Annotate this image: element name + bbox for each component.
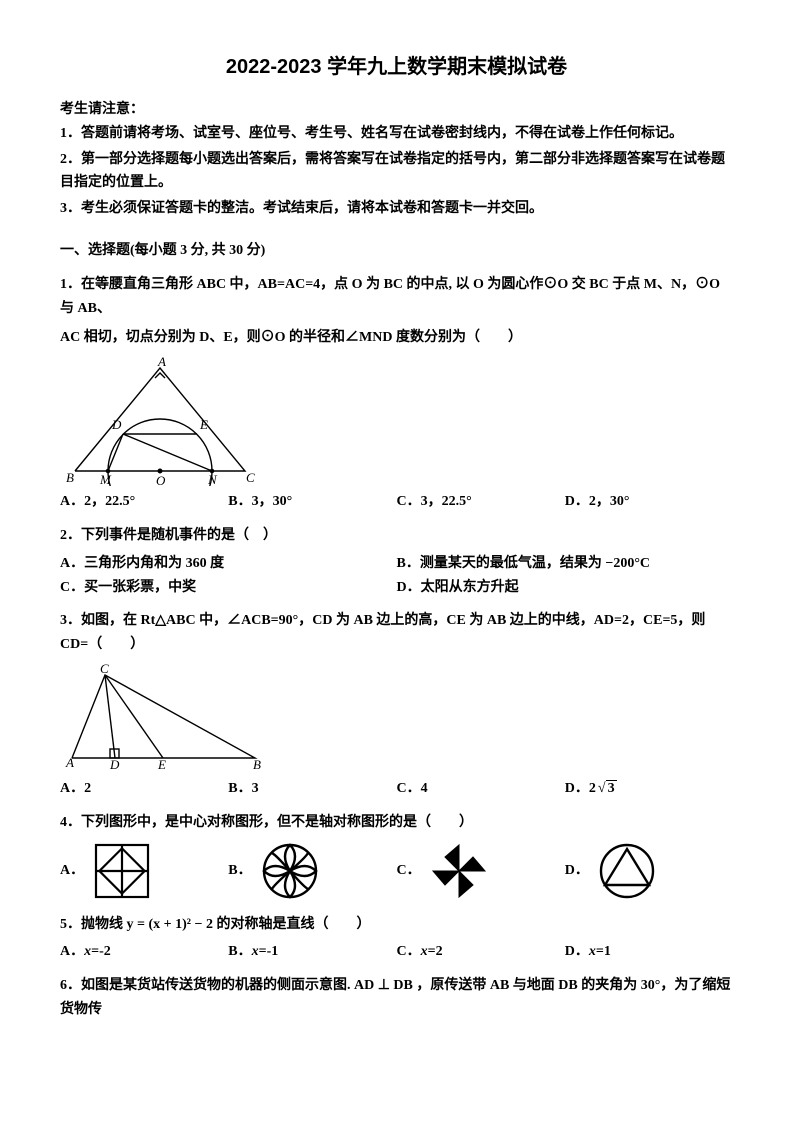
q4-fig-d — [595, 839, 659, 903]
option: B．3，30° — [228, 490, 396, 514]
svg-text:N: N — [207, 472, 218, 486]
q4-fig-b — [258, 839, 322, 903]
option: D． — [565, 839, 733, 903]
option: C． — [397, 839, 565, 903]
svg-text:A: A — [65, 755, 74, 770]
svg-text:E: E — [157, 757, 166, 772]
question-3-stem: 3．如图，在 Rt△ABC 中，∠ACB=90°，CD 为 AB 边上的高，CE… — [60, 609, 733, 657]
option: A．2，22.5° — [60, 490, 228, 514]
notice-line: 3．考生必须保证答题卡的整洁。考试结束后，请将本试卷和答题卡一并交回。 — [60, 197, 733, 221]
option: C．3，22.5° — [397, 490, 565, 514]
question-1-stem: AC 相切，切点分别为 D、E，则⊙O 的半径和∠MND 度数分别为（ ） — [60, 326, 733, 350]
option-label: C． — [397, 859, 421, 883]
option: A． — [60, 839, 228, 903]
option: B．x=-1 — [228, 940, 396, 964]
svg-text:M: M — [99, 472, 112, 486]
option: C．买一张彩票，中奖 — [60, 576, 397, 600]
question-1-stem: 1．在等腰直角三角形 ABC 中，AB=AC=4，点 O 为 BC 的中点, 以… — [60, 273, 733, 321]
section-heading: 一、选择题(每小题 3 分, 共 30 分) — [60, 239, 733, 263]
q4-fig-c — [427, 839, 491, 903]
question-2-stem: 2．下列事件是随机事件的是（ ） — [60, 524, 733, 548]
option: B．测量某天的最低气温，结果为 −200°C — [397, 552, 734, 576]
svg-text:O: O — [156, 473, 166, 486]
svg-text:D: D — [111, 417, 122, 432]
question-3-options: A．2 B．3 C．4 D．23 — [60, 777, 733, 801]
option: D．x=1 — [565, 940, 733, 964]
page-title: 2022-2023 学年九上数学期末模拟试卷 — [60, 50, 733, 84]
question-6-stem: 6．如图是某货站传送货物的机器的侧面示意图. AD ⊥ DB ，原传送带 AB … — [60, 974, 733, 1022]
question-4-options: A． B． — [60, 839, 733, 903]
notice-line: 1．答题前请将考场、试室号、座位号、考生号、姓名写在试卷密封线内，不得在试卷上作… — [60, 122, 733, 146]
option: B．3 — [228, 777, 396, 801]
question-5-options: A．x=-2 B．x=-1 C．x=2 D．x=1 — [60, 940, 733, 964]
question-1-figure: A D E B M O N C — [60, 356, 733, 486]
option: A．三角形内角和为 360 度 — [60, 552, 397, 576]
option: D．2，30° — [565, 490, 733, 514]
option-label: A． — [60, 859, 84, 883]
question-4-stem: 4．下列图形中，是中心对称图形，但不是轴对称图形的是（ ） — [60, 811, 733, 835]
svg-text:C: C — [246, 470, 255, 485]
q4-fig-a — [90, 839, 154, 903]
option: C．4 — [397, 777, 565, 801]
question-3-figure: C A D E B — [60, 663, 733, 773]
question-5-stem: 5．抛物线 y = (x + 1)² − 2 的对称轴是直线（ ） — [60, 913, 733, 937]
svg-text:C: C — [100, 663, 109, 676]
svg-text:D: D — [109, 757, 120, 772]
notice-line: 2．第一部分选择题每小题选出答案后，需将答案写在试卷指定的括号内，第二部分非选择… — [60, 148, 733, 196]
svg-text:A: A — [157, 356, 166, 369]
option: C．x=2 — [397, 940, 565, 964]
option-label: B． — [228, 859, 251, 883]
svg-text:E: E — [199, 417, 208, 432]
option: B． — [228, 839, 396, 903]
question-2-options: A．三角形内角和为 360 度 B．测量某天的最低气温，结果为 −200°C C… — [60, 552, 733, 600]
option: A．x=-2 — [60, 940, 228, 964]
question-1-options: A．2，22.5° B．3，30° C．3，22.5° D．2，30° — [60, 490, 733, 514]
svg-text:B: B — [253, 757, 261, 772]
option: D．太阳从东方升起 — [397, 576, 734, 600]
notice-heading: 考生请注意： — [60, 98, 733, 122]
option-label: D． — [565, 859, 589, 883]
option: A．2 — [60, 777, 228, 801]
svg-text:B: B — [66, 470, 74, 485]
option: D．23 — [565, 777, 733, 801]
